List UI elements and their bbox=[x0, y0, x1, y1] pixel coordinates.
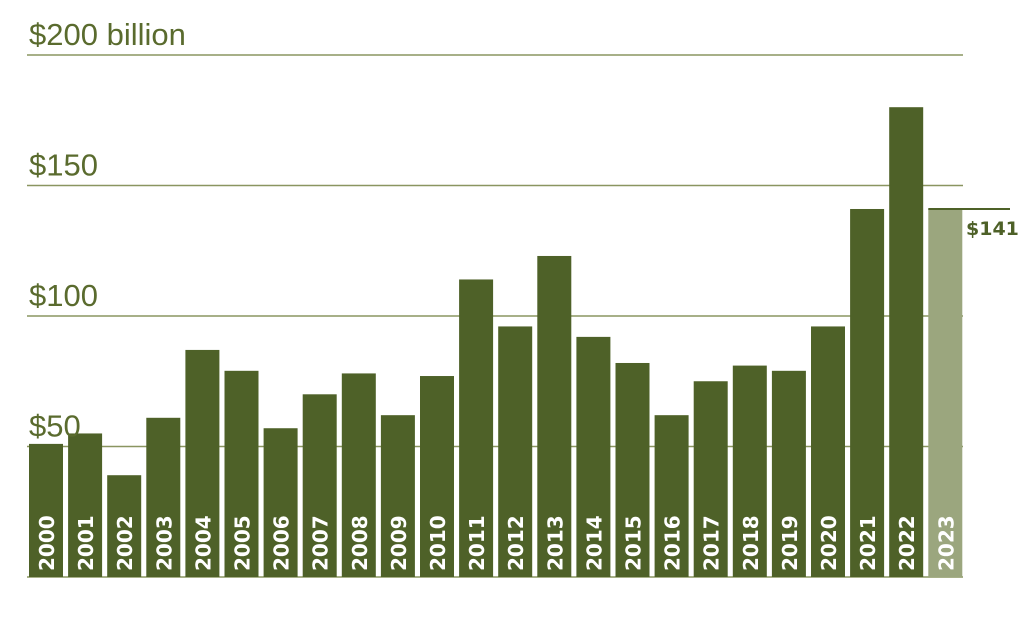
bar-2017 bbox=[693, 381, 728, 577]
bar-label-2010: 2010 bbox=[426, 515, 450, 571]
annotation-label: $141 bbox=[966, 218, 1019, 240]
bar-label-2017: 2017 bbox=[700, 515, 724, 571]
bar-label-2006: 2006 bbox=[270, 515, 294, 571]
annotation: $141 bbox=[928, 207, 1019, 240]
bar-label-2016: 2016 bbox=[661, 515, 685, 571]
bar-label-2003: 2003 bbox=[152, 515, 176, 571]
bar-2012 bbox=[498, 326, 533, 577]
bar-label-2015: 2015 bbox=[622, 515, 646, 571]
bar-2020 bbox=[811, 326, 845, 577]
bar-2006 bbox=[263, 428, 298, 577]
bar-2023 bbox=[928, 208, 963, 578]
bar-2021 bbox=[850, 208, 885, 578]
y-tick-label-100: $100 bbox=[29, 278, 98, 313]
bar-2014 bbox=[576, 336, 611, 577]
bar-label-2004: 2004 bbox=[191, 515, 215, 571]
bar-label-2012: 2012 bbox=[504, 515, 528, 571]
bar-2011 bbox=[459, 279, 494, 577]
bar-label-2000: 2000 bbox=[35, 515, 59, 571]
bar-2009 bbox=[380, 415, 415, 577]
bar-label-2022: 2022 bbox=[895, 515, 919, 571]
bar-2003 bbox=[146, 417, 181, 577]
bar-label-2019: 2019 bbox=[778, 515, 802, 571]
bar-label-2013: 2013 bbox=[543, 515, 567, 571]
gridlines bbox=[27, 54, 963, 578]
y-tick-label-50: $50 bbox=[29, 409, 81, 444]
bar-label-2020: 2020 bbox=[817, 515, 841, 571]
y-axis-tick-labels: $50 $100 $150 $200 billion bbox=[29, 17, 186, 444]
bar-category-labels: 2000 2001 2002 2003 2004 2005 2006 2007 2008 2009… bbox=[35, 515, 958, 571]
bar-2010 bbox=[420, 376, 454, 577]
bar-label-2014: 2014 bbox=[582, 515, 606, 571]
bar-label-2009: 2009 bbox=[387, 515, 411, 571]
bar-2004 bbox=[185, 349, 220, 577]
bar-2018 bbox=[732, 365, 767, 577]
bar-2005 bbox=[224, 370, 259, 577]
bar-2001 bbox=[68, 433, 103, 577]
bar-label-2007: 2007 bbox=[309, 515, 333, 571]
bar-2022 bbox=[889, 107, 924, 577]
bar-2019 bbox=[771, 370, 806, 577]
y-tick-label-200: $200 billion bbox=[29, 17, 186, 52]
bar-2015 bbox=[615, 362, 650, 577]
bar-2016 bbox=[654, 415, 689, 577]
bar-label-2001: 2001 bbox=[74, 515, 98, 571]
bar-2000 bbox=[29, 443, 63, 577]
bar-label-2023: 2023 bbox=[934, 515, 958, 571]
bar-label-2021: 2021 bbox=[856, 515, 880, 571]
bar-label-2018: 2018 bbox=[739, 515, 763, 571]
y-tick-label-150: $150 bbox=[29, 148, 98, 183]
bar-2013 bbox=[537, 255, 572, 577]
bars bbox=[29, 107, 963, 578]
bar-label-2002: 2002 bbox=[113, 515, 137, 571]
bar-label-2005: 2005 bbox=[231, 515, 255, 571]
bar-label-2008: 2008 bbox=[348, 515, 372, 571]
bar-2007 bbox=[302, 394, 337, 577]
bar-label-2011: 2011 bbox=[465, 515, 489, 571]
bar-2002 bbox=[107, 475, 142, 577]
bar-2008 bbox=[341, 373, 376, 577]
